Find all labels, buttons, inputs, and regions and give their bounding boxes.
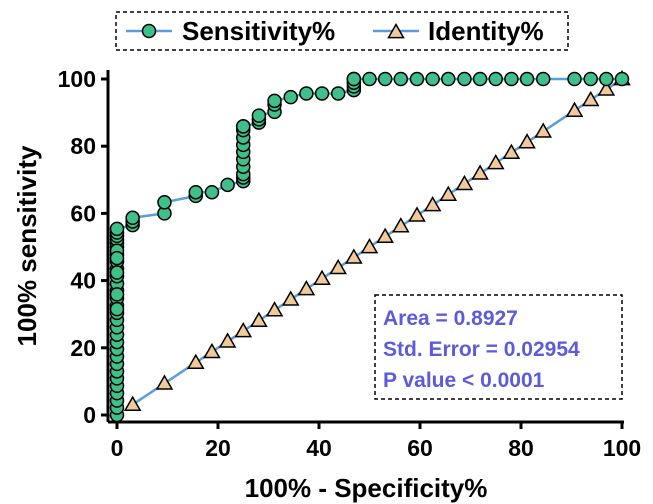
data-point	[234, 321, 253, 338]
data-point	[599, 71, 614, 87]
data-point	[281, 290, 300, 306]
data-point	[502, 143, 521, 159]
data-point	[519, 71, 535, 87]
data-point	[471, 164, 489, 180]
data-point	[313, 269, 331, 285]
data-point	[423, 195, 442, 212]
x-tick-label: 0	[111, 435, 124, 461]
data-point	[299, 86, 314, 101]
axes: 0 20 40 60 80 100 0 20 40 60 80 100	[58, 66, 642, 461]
data-point	[535, 71, 551, 87]
data-point	[330, 86, 346, 101]
series-identity	[123, 69, 631, 411]
data-point	[597, 80, 616, 96]
data-point	[236, 119, 251, 134]
data-point	[362, 71, 377, 87]
data-point	[345, 248, 363, 264]
data-point	[283, 89, 298, 105]
x-tick-label: 80	[508, 435, 534, 461]
x-tick-label: 60	[407, 435, 433, 461]
data-point	[455, 174, 474, 191]
data-point	[329, 258, 347, 275]
annotation-std-error: Std. Error = 0.02954	[383, 338, 580, 361]
data-point	[220, 177, 235, 193]
data-point	[534, 122, 553, 138]
legend-label: Identity%	[428, 16, 544, 46]
annotation-area: Area = 0.8927	[383, 307, 518, 330]
data-point	[251, 108, 267, 123]
data-point	[376, 227, 394, 243]
y-tick-label: 40	[70, 268, 96, 294]
x-tick-label: 40	[306, 435, 332, 461]
x-tick-label: 20	[205, 435, 231, 461]
data-point	[346, 71, 362, 87]
data-point	[109, 250, 125, 266]
data-point	[109, 265, 125, 280]
annotation-box	[374, 294, 623, 400]
data-point	[109, 287, 125, 302]
y-tick-label: 0	[83, 402, 96, 428]
data-point	[439, 185, 458, 201]
data-point	[109, 301, 125, 317]
y-axis-label: 100% sensitivity	[12, 145, 42, 346]
data-point	[125, 210, 140, 226]
x-tick-label: 100	[603, 435, 641, 461]
data-point	[457, 71, 472, 87]
legend-label: Sensitivity%	[182, 16, 335, 46]
data-point	[504, 71, 519, 87]
stats-annotation: Area = 0.8927 Std. Error = 0.02954 P val…	[374, 294, 623, 400]
annotation-p-value: P value < 0.0001	[383, 369, 545, 392]
data-point	[109, 221, 125, 237]
legend-box	[115, 11, 569, 51]
data-point	[518, 133, 536, 149]
y-tick-label: 60	[70, 200, 96, 226]
data-point	[581, 90, 600, 107]
series-layer	[109, 69, 631, 423]
y-tick-label: 20	[70, 335, 96, 361]
data-point	[218, 332, 237, 348]
data-point	[203, 342, 221, 359]
data-point	[360, 237, 379, 254]
data-point	[393, 71, 409, 87]
data-point	[488, 71, 503, 87]
y-tick-label: 100	[58, 66, 96, 92]
data-point	[267, 93, 282, 109]
data-point	[123, 395, 142, 411]
legend-marker	[387, 22, 405, 39]
y-tick-label: 80	[70, 133, 96, 159]
data-point	[472, 71, 488, 87]
x-axis-label: 100% - Specificity%	[245, 473, 488, 503]
data-point	[425, 71, 440, 87]
data-point	[567, 71, 582, 87]
legend: Sensitivity% Identity%	[115, 11, 569, 51]
data-point	[408, 206, 426, 222]
data-point	[250, 311, 268, 327]
data-point	[186, 353, 205, 369]
data-point	[409, 71, 425, 87]
legend-marker	[141, 23, 157, 39]
data-point	[392, 217, 410, 233]
series-sensitivity	[109, 71, 630, 423]
data-point	[377, 71, 393, 87]
data-point	[486, 153, 505, 170]
data-point	[583, 71, 598, 87]
data-point	[204, 184, 220, 200]
data-point	[565, 101, 584, 117]
data-point	[188, 184, 204, 200]
data-point	[441, 71, 456, 87]
data-point	[157, 195, 172, 210]
data-point	[614, 71, 630, 87]
data-point	[314, 86, 330, 101]
data-point	[265, 301, 284, 317]
data-point	[155, 374, 174, 390]
data-point	[297, 279, 316, 296]
